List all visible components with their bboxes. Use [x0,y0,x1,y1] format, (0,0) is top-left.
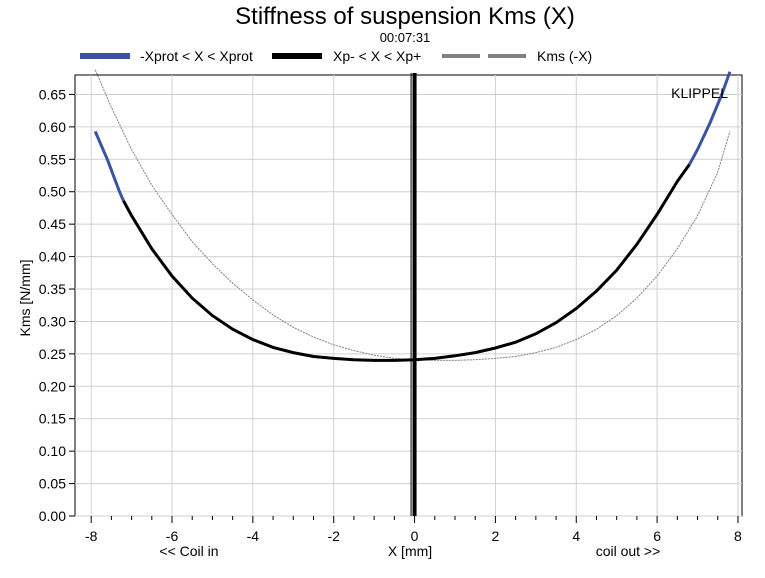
y-tick-label: 0.00 [39,508,66,524]
y-axis: 0.00 0.05 0.10 0.15 0.20 0.25 0.30 0.35 0.40 0.45… [39,86,75,524]
series-line-xprot-right [688,71,732,166]
watermark: KLIPPEL [671,85,728,101]
y-tick-label: 0.40 [39,249,66,265]
plot-frame [74,74,743,517]
x-axis: -8 -6 -4 -2 0 2 4 6 8 [85,516,742,544]
y-tick-label: 0.35 [39,281,66,297]
legend-label-xp: Xp- < X < Xp+ [333,48,421,64]
x-tick-label: 4 [572,528,580,544]
x-tick-label: -6 [166,528,179,544]
x-axis-label-left: << Coil in [159,543,218,559]
series-line-xprot-left [93,130,125,202]
series-line-xp [122,163,691,362]
y-tick-label: 0.45 [39,216,66,232]
y-tick-label: 0.10 [39,443,66,459]
x-tick-label: 0 [411,528,419,544]
plot-area [93,69,732,516]
x-tick-label: 6 [653,528,661,544]
y-tick-label: 0.20 [39,378,66,394]
legend: -Xprot < X < Xprot Xp- < X < Xp+ Kms (-X… [80,48,592,64]
x-axis-label: X [mm] [388,543,432,559]
y-tick-label: 0.30 [39,313,66,329]
x-tick-label: -4 [247,528,260,544]
y-tick-label: 0.50 [39,184,66,200]
grid [74,74,743,517]
legend-label-xprot: -Xprot < X < Xprot [140,48,253,64]
series-line-kms-negx [94,69,731,361]
y-tick-label: 0.25 [39,346,66,362]
chart-title: Stiffness of suspension Kms (X) [235,3,575,30]
x-tick-label: -2 [327,528,340,544]
y-tick-label: 0.15 [39,411,66,427]
y-tick-label: 0.65 [39,86,66,102]
y-tick-label: 0.60 [39,119,66,135]
y-tick-label: 0.05 [39,476,66,492]
y-axis-label: Kms [N/mm] [17,260,33,337]
x-axis-label-right: coil out >> [596,543,661,559]
legend-label-kms-negx: Kms (-X) [537,48,592,64]
x-tick-label: 2 [492,528,500,544]
x-tick-label: -8 [85,528,98,544]
y-tick-label: 0.55 [39,151,66,167]
chart-subtitle: 00:07:31 [380,30,431,45]
x-tick-label: 8 [734,528,742,544]
